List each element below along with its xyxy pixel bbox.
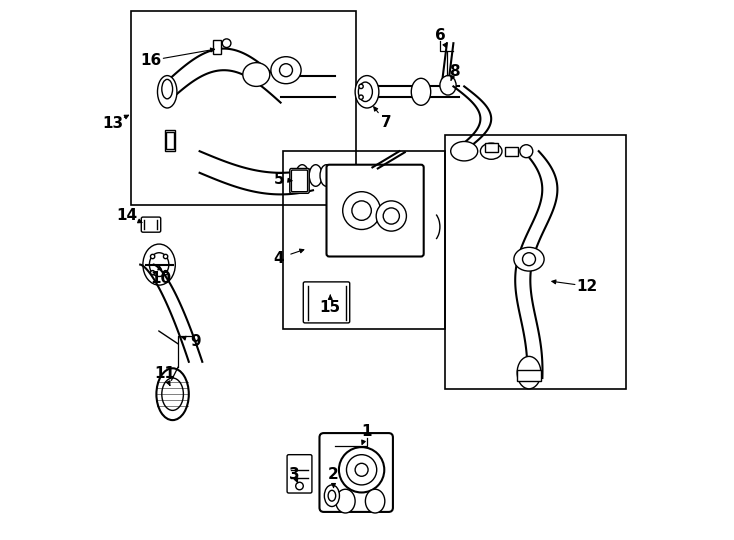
Ellipse shape [158,76,177,108]
FancyBboxPatch shape [327,165,424,256]
Ellipse shape [451,141,478,161]
Circle shape [324,292,335,302]
Bar [164,130,175,151]
Circle shape [343,192,380,230]
Ellipse shape [440,76,456,95]
Circle shape [523,253,536,266]
Ellipse shape [243,63,270,86]
Ellipse shape [271,57,301,84]
Text: 2: 2 [328,467,339,482]
Circle shape [359,84,363,89]
FancyBboxPatch shape [290,168,309,193]
Ellipse shape [161,378,184,410]
Circle shape [339,447,385,492]
Circle shape [280,64,292,77]
Ellipse shape [514,247,544,271]
Bar [517,370,541,381]
Ellipse shape [156,368,189,420]
Circle shape [355,463,368,476]
Text: 8: 8 [449,64,459,79]
Bar [446,135,626,389]
Ellipse shape [143,244,175,285]
Circle shape [352,201,371,220]
Circle shape [326,305,333,311]
Circle shape [222,39,231,48]
Circle shape [359,95,363,99]
Bar [166,132,174,149]
Circle shape [296,482,303,490]
Ellipse shape [150,253,169,276]
Circle shape [164,271,168,275]
Text: 13: 13 [103,116,124,131]
Circle shape [150,254,155,259]
Ellipse shape [517,356,541,389]
Bar [213,40,221,54]
Text: 1: 1 [362,424,372,440]
Bar [131,11,356,205]
Text: 4: 4 [274,251,284,266]
Text: 3: 3 [288,467,299,482]
FancyBboxPatch shape [287,455,312,493]
FancyBboxPatch shape [303,282,349,323]
Text: 5: 5 [274,172,284,187]
Circle shape [520,145,533,158]
Ellipse shape [324,485,339,507]
Text: 9: 9 [191,334,201,349]
FancyBboxPatch shape [291,170,308,192]
Circle shape [150,271,155,275]
Bar [505,147,518,156]
Ellipse shape [331,165,344,186]
Text: 12: 12 [577,279,598,294]
Bar [484,143,498,152]
Ellipse shape [335,489,355,513]
Text: 6: 6 [435,28,446,43]
Ellipse shape [309,165,322,186]
Text: 7: 7 [381,115,391,130]
Text: 11: 11 [154,366,175,381]
Ellipse shape [480,143,502,159]
FancyBboxPatch shape [319,433,393,512]
Ellipse shape [411,78,431,105]
Circle shape [346,455,377,485]
Circle shape [377,201,407,231]
Ellipse shape [358,82,372,102]
FancyBboxPatch shape [141,217,161,232]
Text: 10: 10 [150,271,171,286]
Ellipse shape [161,79,172,99]
Ellipse shape [355,76,379,108]
Bar [283,151,446,329]
Circle shape [383,208,399,224]
Text: 14: 14 [116,208,137,224]
Circle shape [164,254,168,259]
Ellipse shape [366,489,385,513]
Text: 16: 16 [140,53,161,68]
Ellipse shape [328,490,335,501]
Ellipse shape [320,165,333,186]
Text: 15: 15 [320,300,341,315]
Ellipse shape [296,165,309,186]
